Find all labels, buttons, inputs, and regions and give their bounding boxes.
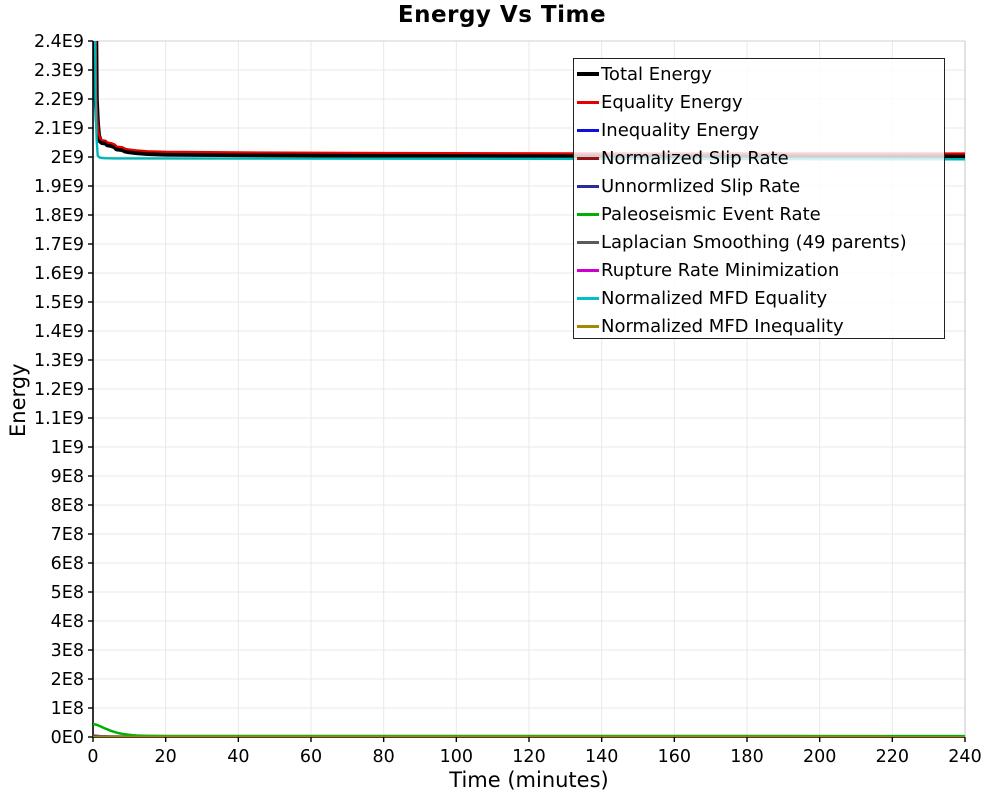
legend-line-swatch	[577, 212, 599, 216]
legend: Total Energy Equality Energy Inequality En…	[573, 58, 945, 339]
y-tick-label: 0E0	[51, 728, 84, 748]
legend-item-label: Normalized MFD Inequality	[601, 315, 844, 337]
legend-item-normalized-mfd-equality: Normalized MFD Equality	[577, 284, 944, 312]
y-tick-label: 1.8E9	[34, 206, 84, 226]
legend-line-swatch	[577, 100, 599, 104]
x-tick-label: 20	[155, 747, 177, 767]
x-tick-label: 100	[440, 747, 473, 767]
x-tick-label: 80	[373, 747, 395, 767]
series-normalized-mfd-equality	[93, 41, 965, 161]
chart-title: Energy Vs Time	[397, 2, 607, 28]
y-tick-label: 3E8	[51, 641, 84, 661]
legend-item-unnormlized-slip-rate: Unnormlized Slip Rate	[577, 172, 944, 200]
y-tick-label: 2.1E9	[34, 119, 84, 139]
legend-item-label: Unnormlized Slip Rate	[601, 175, 801, 197]
x-tick-label: 180	[730, 747, 763, 767]
y-tick-label: 1E9	[51, 438, 84, 458]
y-tick-label: 2E9	[51, 148, 84, 168]
y-tick-label: 1.7E9	[34, 235, 84, 255]
y-tick-label: 2.3E9	[34, 61, 84, 81]
legend-item-label: Total Energy	[601, 63, 712, 85]
y-tick-label: 1.1E9	[34, 409, 84, 429]
series-lines	[93, 41, 965, 737]
legend-line-swatch	[577, 184, 599, 188]
x-tick-label: 0	[87, 747, 98, 767]
legend-item-label: Inequality Energy	[601, 119, 760, 141]
legend-line-swatch	[577, 72, 599, 76]
y-tick-label: 1.5E9	[34, 293, 84, 313]
legend-item-label: Laplacian Smoothing (49 parents)	[601, 231, 907, 253]
legend-item-label: Normalized Slip Rate	[601, 147, 789, 169]
legend-item-label: Paleoseismic Event Rate	[601, 203, 821, 225]
x-tick-label: 40	[227, 747, 249, 767]
y-tick-label: 2E8	[51, 670, 84, 690]
y-tick-label: 1.3E9	[34, 351, 84, 371]
y-tick-label: 1E8	[51, 699, 84, 719]
x-tick-label: 140	[585, 747, 618, 767]
legend-line-swatch	[577, 296, 599, 300]
legend-item-laplacian-smoothing-49-parents-: Laplacian Smoothing (49 parents)	[577, 228, 944, 256]
legend-line-swatch	[577, 128, 599, 132]
x-axis-title: Time (minutes)	[449, 768, 609, 792]
x-tick-label: 240	[948, 747, 981, 767]
axis-ticks: 2.4E9 2.3E9 2.2E9 2.1E9 2E9 1.9E9 1.8E9 1.7E9 1.…	[34, 32, 982, 767]
legend-item-equality-energy: Equality Energy	[577, 88, 944, 116]
y-tick-label: 9E8	[51, 467, 84, 487]
legend-item-rupture-rate-minimization: Rupture Rate Minimization	[577, 256, 944, 284]
y-tick-label: 1.9E9	[34, 177, 84, 197]
y-tick-label: 1.2E9	[34, 380, 84, 400]
y-tick-label: 2.2E9	[34, 90, 84, 110]
y-tick-label: 2.4E9	[34, 32, 84, 52]
legend-item-normalized-mfd-inequality: Normalized MFD Inequality	[577, 312, 944, 340]
y-tick-label: 5E8	[51, 583, 84, 603]
series-equality-energy	[94, 41, 965, 155]
y-tick-label: 1.6E9	[34, 264, 84, 284]
legend-item-label: Normalized MFD Equality	[601, 287, 828, 309]
legend-item-inequality-energy: Inequality Energy	[577, 116, 944, 144]
y-tick-label: 8E8	[51, 496, 84, 516]
legend-item-total-energy: Total Energy	[577, 60, 944, 88]
x-tick-label: 200	[803, 747, 836, 767]
legend-item-paleoseismic-event-rate: Paleoseismic Event Rate	[577, 200, 944, 228]
y-tick-label: 6E8	[51, 554, 84, 574]
x-tick-label: 220	[876, 747, 909, 767]
legend-line-swatch	[577, 268, 599, 272]
y-tick-label: 7E8	[51, 525, 84, 545]
x-tick-label: 120	[512, 747, 545, 767]
legend-line-swatch	[577, 324, 599, 328]
y-tick-label: 1.4E9	[34, 322, 84, 342]
legend-item-normalized-slip-rate: Normalized Slip Rate	[577, 144, 944, 172]
x-tick-label: 160	[658, 747, 691, 767]
legend-item-label: Rupture Rate Minimization	[601, 259, 840, 281]
legend-line-swatch	[577, 156, 599, 160]
legend-item-label: Equality Energy	[601, 91, 743, 113]
legend-line-swatch	[577, 240, 599, 244]
x-tick-label: 60	[300, 747, 322, 767]
y-tick-label: 4E8	[51, 612, 84, 632]
